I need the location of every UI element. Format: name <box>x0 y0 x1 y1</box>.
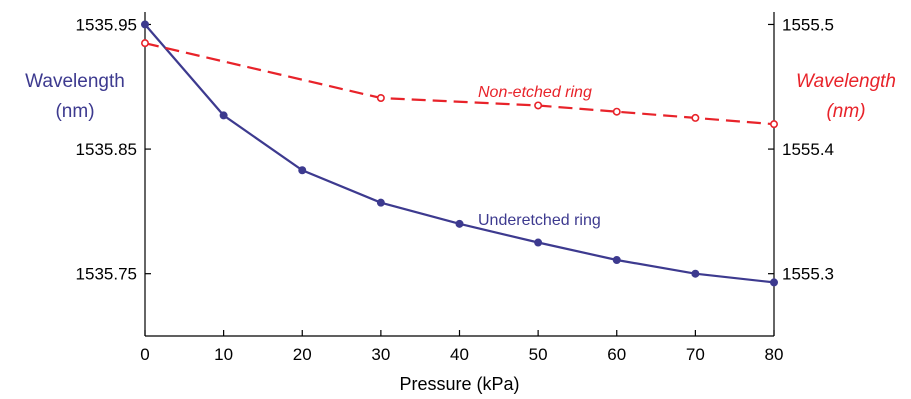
data-point-nonetched <box>612 107 621 116</box>
underetched-series-label: Underetched ring <box>478 212 601 229</box>
series-line-underetched <box>144 23 775 284</box>
right-y-tick-label: 1555.5 <box>782 15 834 34</box>
nonetched-series-label: Non-etched ring <box>478 84 592 101</box>
right-axis-title-line1: Wavelength <box>796 71 896 92</box>
data-point-nonetched <box>141 39 150 48</box>
x-tick-label: 20 <box>293 345 312 364</box>
x-tick-label: 10 <box>214 345 233 364</box>
left-axis-title-line2: (nm) <box>55 101 94 122</box>
data-point-underetched <box>769 278 778 287</box>
series-layer <box>141 20 778 287</box>
data-point-nonetched <box>376 93 385 102</box>
x-tick-label: 80 <box>765 345 784 364</box>
data-point-underetched <box>376 198 385 207</box>
right-y-tick-label: 1555.3 <box>782 265 834 284</box>
right-y-tick-label: 1555.4 <box>782 140 834 159</box>
axes: 0 10 20 30 40 50 60 70 80 1535.75 1535.85 1535.95 15… <box>76 12 834 364</box>
x-tick-label: 30 <box>371 345 390 364</box>
data-point-underetched <box>298 166 307 175</box>
data-point-underetched <box>612 255 621 264</box>
data-point-nonetched <box>769 120 778 129</box>
labels: Pressure (kPa) Wavelength (nm) Wavelengt… <box>25 71 896 394</box>
data-point-underetched <box>219 111 228 120</box>
series-line-nonetched <box>144 42 775 126</box>
x-tick-label: 60 <box>607 345 626 364</box>
left-y-tick-label: 1535.75 <box>76 265 137 284</box>
data-point-underetched <box>691 269 700 278</box>
left-y-tick-label: 1535.95 <box>76 15 137 34</box>
left-y-tick-label: 1535.85 <box>76 140 137 159</box>
x-tick-label: 40 <box>450 345 469 364</box>
x-tick-label: 50 <box>529 345 548 364</box>
data-point-underetched <box>141 20 150 29</box>
data-point-underetched <box>534 238 543 247</box>
x-tick-label: 0 <box>140 345 149 364</box>
x-tick-label: 70 <box>686 345 705 364</box>
data-point-nonetched <box>691 113 700 122</box>
data-point-underetched <box>455 219 464 228</box>
data-point-nonetched <box>534 101 543 110</box>
left-axis-title-line1: Wavelength <box>25 71 125 92</box>
x-axis-title: Pressure (kPa) <box>399 374 519 394</box>
right-axis-title-line2: (nm) <box>826 101 865 122</box>
